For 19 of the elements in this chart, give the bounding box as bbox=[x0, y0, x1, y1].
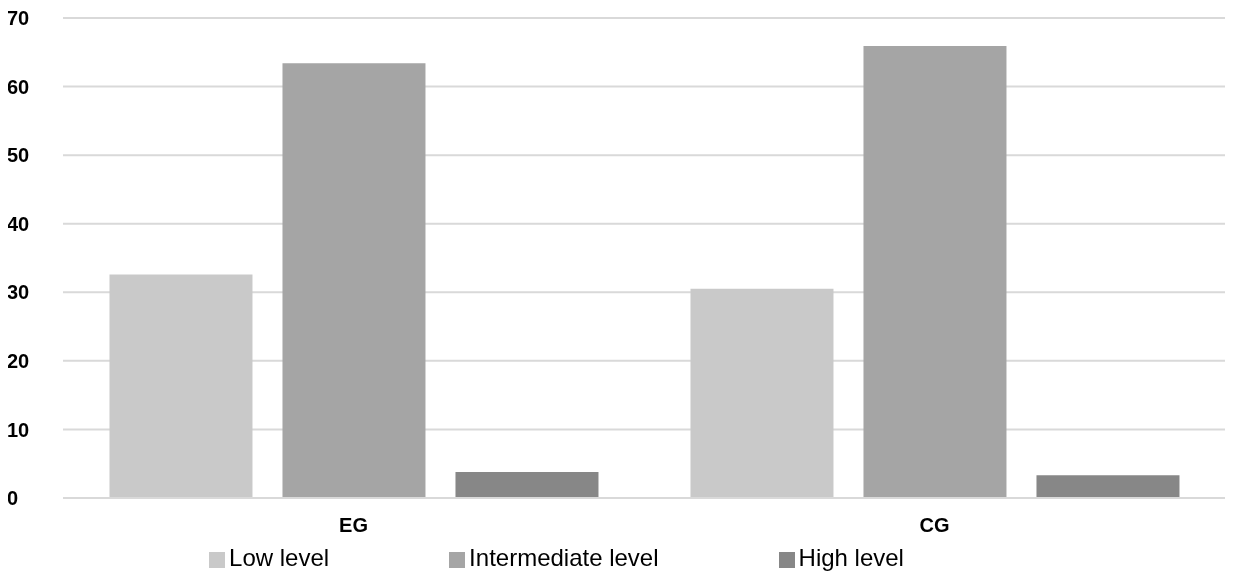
bar bbox=[690, 288, 834, 498]
bar bbox=[455, 471, 599, 498]
x-tick-label: EG bbox=[339, 514, 368, 537]
y-tick-label: 70 bbox=[7, 7, 30, 30]
bar bbox=[109, 274, 253, 498]
bar bbox=[863, 46, 1007, 498]
y-tick-label: 20 bbox=[7, 349, 30, 372]
bar bbox=[282, 63, 426, 498]
legend-label: High level bbox=[798, 544, 904, 571]
legend-label: Intermediate level bbox=[469, 544, 659, 571]
x-tick-label: CG bbox=[919, 514, 950, 537]
y-tick-label: 10 bbox=[7, 418, 30, 441]
y-tick-label: 40 bbox=[7, 212, 30, 235]
legend-label: Low level bbox=[229, 544, 330, 571]
y-tick-label: 60 bbox=[7, 75, 30, 98]
y-tick-label: 0 bbox=[7, 487, 19, 510]
y-tick-label: 50 bbox=[7, 144, 30, 167]
y-tick-label: 30 bbox=[7, 281, 30, 304]
bar bbox=[1036, 475, 1180, 498]
